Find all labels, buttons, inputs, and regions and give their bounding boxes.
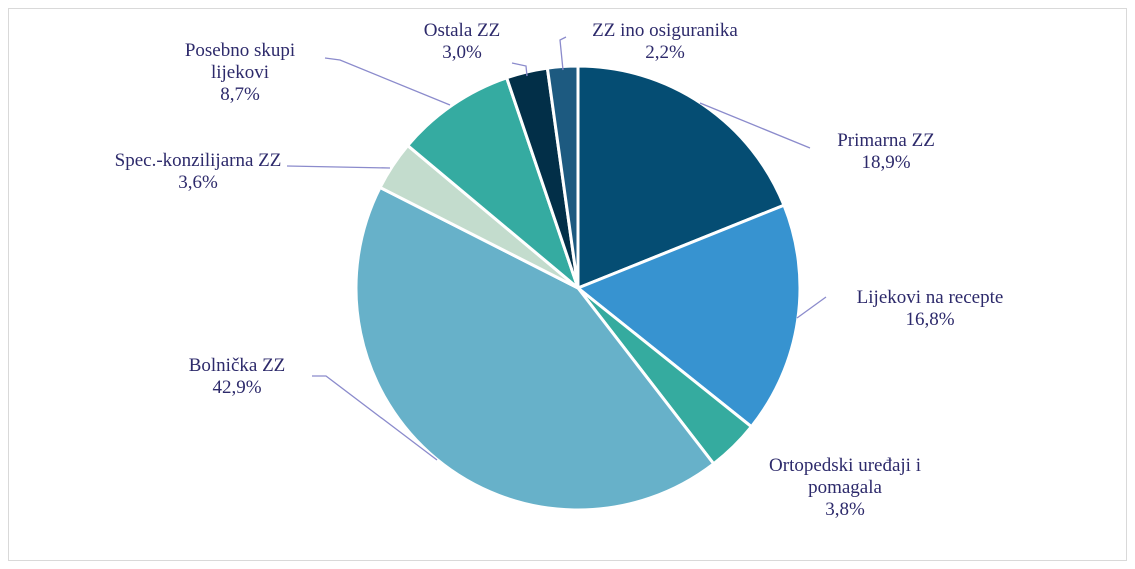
slice-label: Primarna ZZ 18,9% bbox=[786, 130, 986, 174]
value-label: 3,0% bbox=[442, 42, 482, 63]
chart-frame bbox=[8, 8, 1127, 561]
slice-label: ZZ ino osiguranika 2,2% bbox=[555, 20, 775, 64]
slice-label: Bolnička ZZ 42,9% bbox=[137, 355, 337, 399]
slice-label: Lijekovi na recepte 16,8% bbox=[800, 287, 1060, 331]
category-label: Ortopedski uređaji i pomagala bbox=[769, 455, 921, 498]
category-label: ZZ ino osiguranika bbox=[592, 20, 738, 41]
value-label: 2,2% bbox=[645, 42, 685, 63]
category-label: Ostala ZZ bbox=[423, 20, 501, 41]
value-label: 42,9% bbox=[212, 377, 262, 398]
slice-label: Spec.-konzilijarna ZZ 3,6% bbox=[103, 150, 293, 194]
leader-line bbox=[796, 296, 827, 319]
value-label: 16,8% bbox=[905, 309, 955, 330]
value-label: 8,7% bbox=[220, 84, 260, 105]
value-label: 3,8% bbox=[825, 499, 865, 520]
value-label: 18,9% bbox=[861, 152, 911, 173]
leader-line bbox=[699, 102, 811, 149]
value-label: 3,6% bbox=[178, 172, 218, 193]
leader-line bbox=[559, 36, 567, 71]
leader-line bbox=[511, 62, 528, 77]
leader-line bbox=[286, 165, 391, 169]
leader-line bbox=[312, 375, 438, 461]
pie-slice bbox=[405, 75, 582, 293]
slice-label: Ortopedski uređaji i pomagala 3,8% bbox=[730, 455, 960, 521]
pie-slice bbox=[575, 203, 802, 429]
slice-label: Posebno skupi lijekovi 8,7% bbox=[175, 40, 305, 106]
category-label: Primarna ZZ bbox=[837, 130, 935, 151]
category-label: Spec.-konzilijarna ZZ bbox=[114, 150, 282, 171]
leader-line bbox=[324, 57, 451, 106]
category-label: Posebno skupi lijekovi bbox=[184, 40, 296, 83]
category-label: Lijekovi na recepte bbox=[856, 287, 1004, 308]
slice-label: Ostala ZZ 3,0% bbox=[387, 20, 537, 64]
category-label: Bolnička ZZ bbox=[188, 355, 286, 376]
